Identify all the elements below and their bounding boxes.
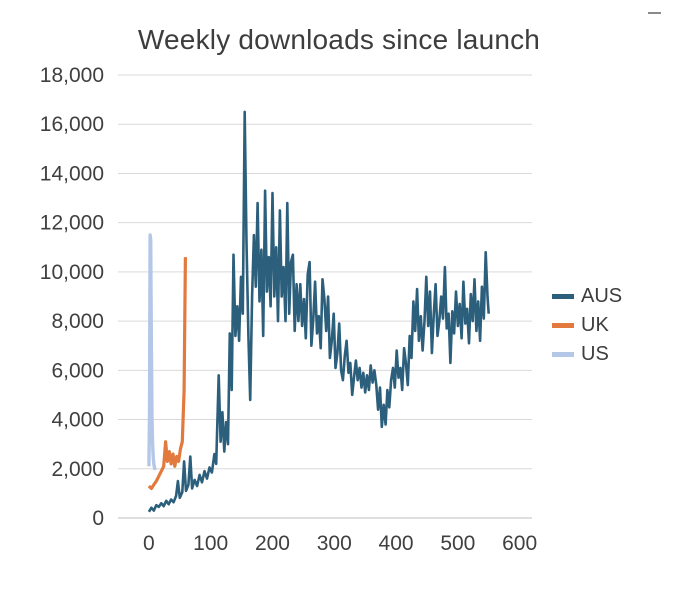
legend-swatch-uk xyxy=(552,322,574,328)
x-tick-label: 200 xyxy=(255,532,290,555)
series-line-us xyxy=(147,233,157,471)
y-tick-label: 10,000 xyxy=(40,261,104,284)
x-tick-label: 300 xyxy=(317,532,352,555)
series-line-aus xyxy=(147,110,490,513)
x-tick-label: 0 xyxy=(143,532,155,555)
legend-swatch-us xyxy=(552,351,574,357)
y-tick-label: 16,000 xyxy=(40,113,104,136)
x-tick-label: 500 xyxy=(440,532,475,555)
chart-title: Weekly downloads since launch xyxy=(137,24,541,55)
x-tick-label: 400 xyxy=(379,532,414,555)
legend-item-uk: UK xyxy=(552,315,622,335)
legend-item-aus: AUS xyxy=(552,286,622,306)
y-tick-label: 14,000 xyxy=(40,162,104,185)
legend-label: UK xyxy=(581,314,609,336)
y-tick-label: 0 xyxy=(92,507,104,530)
legend-item-us: US xyxy=(552,344,622,364)
legend-swatch-aus xyxy=(552,293,574,299)
y-tick-label: 6,000 xyxy=(51,359,104,382)
y-tick-label: 18,000 xyxy=(40,64,104,87)
y-tick-label: 2,000 xyxy=(51,458,104,481)
legend-label: AUS xyxy=(581,285,623,307)
y-tick-label: 4,000 xyxy=(51,409,104,432)
x-tick-label: 100 xyxy=(193,532,228,555)
chart-legend: AUS UK US xyxy=(552,286,622,364)
x-tick-label: 600 xyxy=(502,532,537,555)
corner-dash xyxy=(648,12,661,14)
y-tick-label: 12,000 xyxy=(40,212,104,235)
series-line-uk xyxy=(147,257,187,491)
legend-label: US xyxy=(581,343,609,365)
y-tick-label: 8,000 xyxy=(51,310,104,333)
